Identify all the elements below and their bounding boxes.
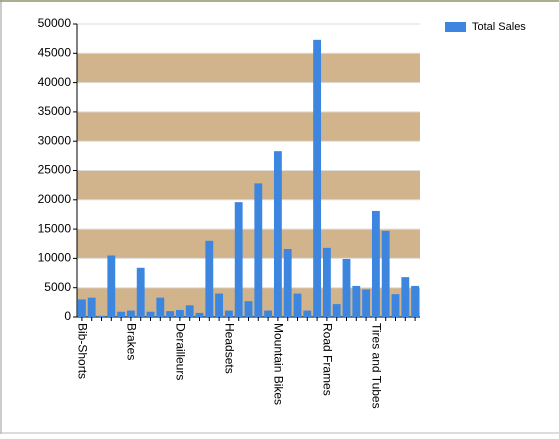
y-tick-label: 15000 bbox=[38, 221, 72, 235]
grid-band bbox=[77, 229, 420, 259]
x-tick-label: Tires and Tubes bbox=[370, 323, 384, 409]
y-tick-label: 45000 bbox=[38, 45, 72, 59]
bar bbox=[401, 277, 410, 317]
y-tick-label: 0 bbox=[64, 309, 71, 323]
x-tick-label: Bib-Shorts bbox=[76, 323, 90, 379]
x-tick-label: Road Frames bbox=[321, 323, 335, 396]
y-tick-label: 30000 bbox=[38, 133, 72, 147]
bar bbox=[332, 304, 341, 317]
legend-label: Total Sales bbox=[472, 21, 526, 33]
bar bbox=[313, 39, 322, 318]
bar bbox=[87, 297, 96, 317]
bar bbox=[283, 249, 292, 317]
x-tick-label: Derailleurs bbox=[174, 323, 188, 380]
bar bbox=[215, 293, 224, 317]
x-tick-label: Brakes bbox=[125, 323, 139, 360]
bar bbox=[175, 309, 184, 317]
bar bbox=[244, 301, 253, 317]
bar bbox=[77, 299, 86, 317]
bar bbox=[166, 311, 175, 317]
bar bbox=[371, 210, 380, 317]
bar bbox=[117, 311, 126, 317]
bar bbox=[264, 310, 273, 317]
bar bbox=[185, 305, 194, 317]
x-tick-label: Headsets bbox=[223, 323, 237, 374]
bar bbox=[224, 310, 233, 317]
bar bbox=[195, 312, 204, 317]
bar bbox=[322, 247, 331, 317]
y-tick-label: 10000 bbox=[38, 251, 72, 265]
bar bbox=[273, 151, 282, 317]
y-tick-label: 5000 bbox=[44, 280, 71, 294]
bar bbox=[136, 267, 145, 317]
y-tick-label: 20000 bbox=[38, 192, 72, 206]
y-tick-label: 35000 bbox=[38, 104, 72, 118]
bar bbox=[342, 258, 351, 317]
bar bbox=[126, 310, 135, 317]
bar bbox=[97, 315, 106, 317]
legend-swatch bbox=[445, 22, 466, 32]
bar bbox=[391, 294, 400, 317]
bar bbox=[303, 310, 312, 317]
bar bbox=[411, 285, 420, 317]
bar bbox=[146, 311, 155, 317]
bar bbox=[293, 293, 302, 317]
bar bbox=[254, 183, 263, 317]
bar bbox=[205, 240, 214, 317]
y-tick-label: 25000 bbox=[38, 163, 72, 177]
bar bbox=[107, 255, 116, 317]
bar bbox=[362, 289, 371, 317]
bar bbox=[234, 202, 243, 317]
bar bbox=[352, 285, 361, 317]
x-tick-label: Mountain Bikes bbox=[272, 323, 286, 405]
y-tick-label: 40000 bbox=[38, 75, 72, 89]
bar bbox=[156, 297, 165, 317]
grid-band bbox=[77, 170, 420, 200]
grid-band bbox=[77, 53, 420, 83]
y-tick-label: 50000 bbox=[38, 16, 72, 30]
grid-band bbox=[77, 111, 420, 142]
bar bbox=[381, 230, 390, 317]
